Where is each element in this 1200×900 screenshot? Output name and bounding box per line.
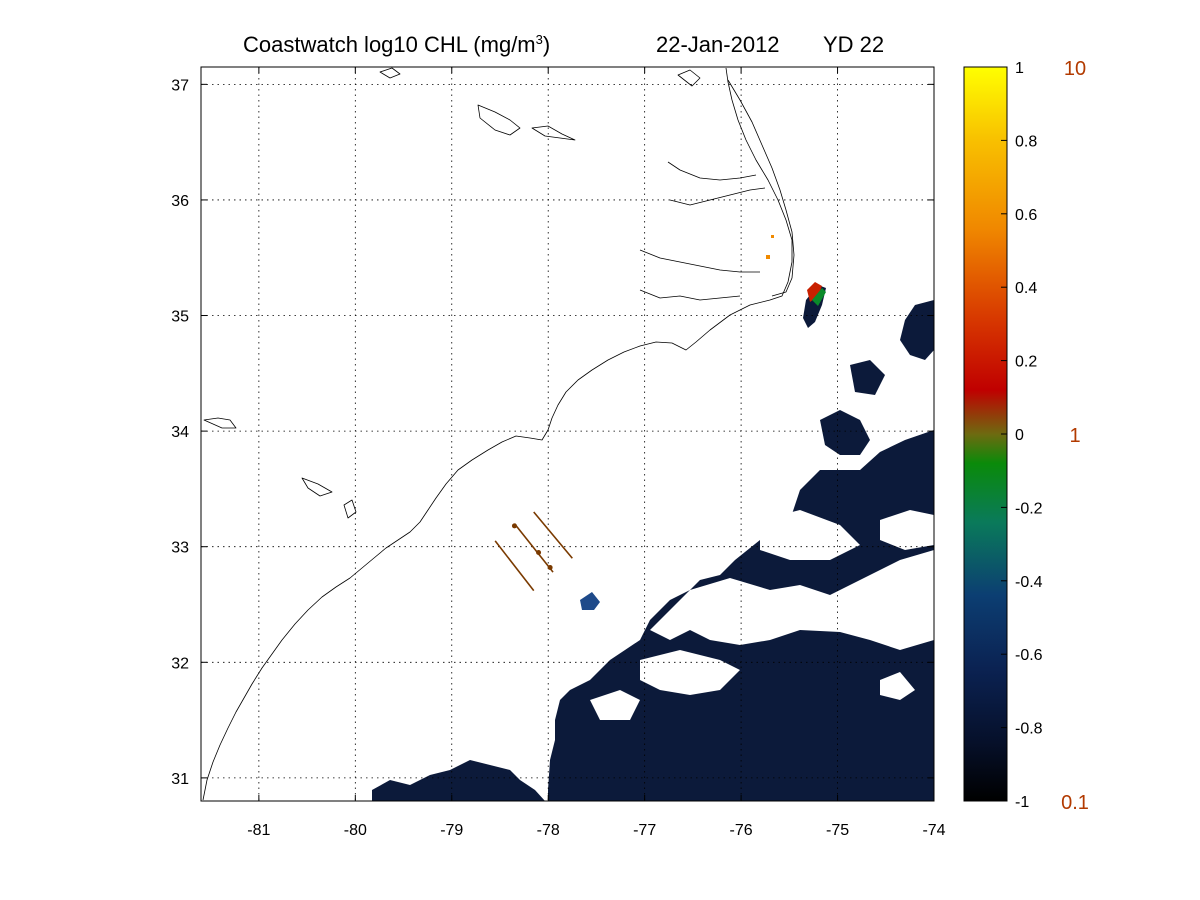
colorbar-tick-label: 0.8 (1015, 133, 1037, 150)
glider-marker (536, 549, 542, 555)
lake-7 (677, 69, 701, 87)
chlorophyll-field (372, 235, 934, 801)
y-tick-label: 35 (171, 309, 189, 326)
title-superscript: 3 (536, 32, 543, 47)
hatteras-plume (766, 235, 826, 328)
y-tick-label: 37 (171, 77, 189, 94)
lake-4 (203, 417, 237, 429)
colorbar-tick-label: 1 (1015, 60, 1024, 77)
coastline (202, 67, 795, 801)
colorbar-tick-label: 0 (1015, 427, 1024, 444)
outer-banks (727, 79, 795, 297)
lake-6 (343, 499, 357, 519)
colorbar-ref-label: 1 (1069, 425, 1080, 447)
colorbar-tick-label: -0.2 (1015, 500, 1043, 517)
low-chl-patch-mid2 (850, 360, 885, 395)
mainland-coast (202, 67, 793, 801)
colorbar-tick-label: -1 (1015, 794, 1029, 811)
glider-track-3 (533, 511, 573, 559)
glider-marker (547, 565, 553, 571)
title-close: ) (543, 32, 550, 57)
y-tick-label: 34 (171, 424, 189, 441)
lake-2 (531, 125, 576, 141)
colorbar-ref-label: 0.1 (1061, 792, 1089, 814)
glider-track-1 (494, 540, 535, 592)
pamlico-sound (639, 249, 760, 301)
title-yearday: YD 22 (823, 32, 884, 57)
lake-3 (379, 67, 401, 79)
y-tick-label: 31 (171, 771, 189, 788)
title-main: Coastwatch log10 CHL (mg/m3) (243, 32, 550, 57)
low-chl-patch-east (900, 300, 934, 360)
colorbar-ref-label: 10 (1064, 58, 1086, 80)
colorbar-tick-label: 0.6 (1015, 207, 1037, 224)
colorbar-tick-label: 0.4 (1015, 280, 1037, 297)
x-tick-label: -81 (247, 822, 270, 839)
colorbar-ticks: 1 0.8 0.6 0.4 0.2 0 -0.2 -0.4 -0.6 -0.8 -1 (1001, 60, 1043, 811)
title-date: 22-Jan-2012 (656, 32, 780, 57)
cloud-gaps (590, 510, 934, 720)
lake-1 (477, 104, 521, 136)
x-tick-label: -74 (922, 822, 945, 839)
glider-track-2 (513, 523, 554, 573)
y-tick-label: 32 (171, 655, 189, 672)
glider-tracks (494, 511, 573, 592)
y-axis: 37 36 35 34 33 32 31 (171, 77, 934, 788)
colorbar-gradient (963, 66, 1008, 802)
x-tick-label: -77 (633, 822, 656, 839)
x-tick-label: -75 (826, 822, 849, 839)
low-chl-patch-mid (820, 410, 870, 455)
lake-5 (301, 477, 333, 497)
x-tick-label: -79 (440, 822, 463, 839)
x-tick-label: -80 (344, 822, 367, 839)
x-axis: -81 -80 -79 -78 -77 -76 -75 -74 (247, 67, 946, 839)
colorbar-tick-label: -0.6 (1015, 647, 1043, 664)
colorbar-tick-label: 0.2 (1015, 354, 1037, 371)
glider-marker (511, 523, 517, 529)
map-area: -81 -80 -79 -78 -77 -76 -75 -74 37 36 35 34 33 32 31 (171, 66, 946, 839)
colorbar-reference-labels: 10 1 0.1 (1061, 58, 1089, 814)
map-frame (200, 66, 935, 802)
x-tick-label: -76 (730, 822, 753, 839)
albemarle-sound (667, 161, 766, 206)
y-tick-label: 36 (171, 193, 189, 210)
low-chl-patch-sw (372, 760, 545, 801)
colorbar-tick-label: -0.8 (1015, 721, 1043, 738)
y-tick-label: 33 (171, 540, 189, 557)
x-tick-label: -78 (537, 822, 560, 839)
figure-title: Coastwatch log10 CHL (mg/m3) 22-Jan-2012… (243, 32, 884, 57)
colorbar: 1 0.8 0.6 0.4 0.2 0 -0.2 -0.4 -0.6 -0.8 -1 10 1 0.1 (963, 58, 1089, 814)
blue-patch (580, 592, 600, 610)
colorbar-tick-label: -0.4 (1015, 574, 1043, 591)
